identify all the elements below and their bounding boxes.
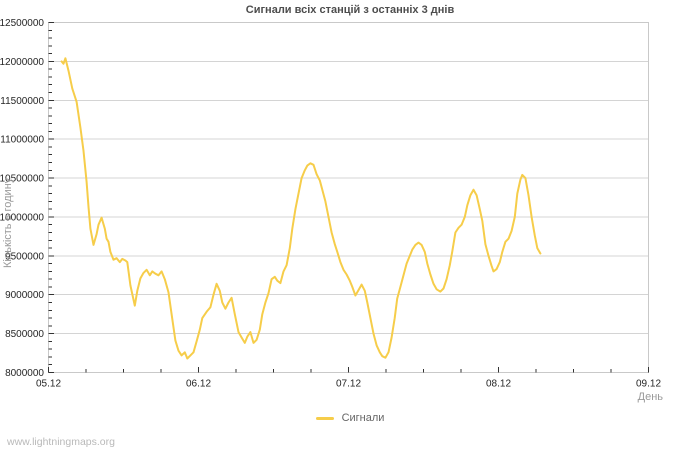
- watermark-link[interactable]: www.lightningmaps.org: [7, 436, 115, 448]
- svg-text:07.12: 07.12: [336, 379, 361, 390]
- legend-line-swatch: [315, 416, 334, 420]
- svg-text:9500000: 9500000: [5, 251, 44, 262]
- svg-text:11500000: 11500000: [0, 96, 44, 107]
- x-axis-title: День: [637, 391, 663, 403]
- svg-text:12000000: 12000000: [0, 57, 44, 68]
- y-axis-title: Кількість в годину: [2, 177, 14, 268]
- svg-text:08.12: 08.12: [486, 379, 511, 390]
- svg-text:12500000: 12500000: [0, 18, 44, 29]
- svg-text:8000000: 8000000: [5, 368, 44, 379]
- svg-text:8500000: 8500000: [5, 329, 44, 340]
- svg-text:11000000: 11000000: [0, 135, 44, 146]
- legend-series-label: Сигнали: [341, 412, 385, 424]
- svg-text:09.12: 09.12: [636, 379, 661, 390]
- svg-text:10500000: 10500000: [0, 174, 44, 185]
- svg-text:10000000: 10000000: [0, 212, 44, 223]
- svg-text:9000000: 9000000: [5, 290, 44, 301]
- svg-text:06.12: 06.12: [186, 379, 211, 390]
- chart-title: Сигнали всіх станцій з останніх 3 днів: [245, 4, 455, 16]
- svg-text:05.12: 05.12: [36, 379, 61, 390]
- legend: Сигнали: [0, 412, 700, 424]
